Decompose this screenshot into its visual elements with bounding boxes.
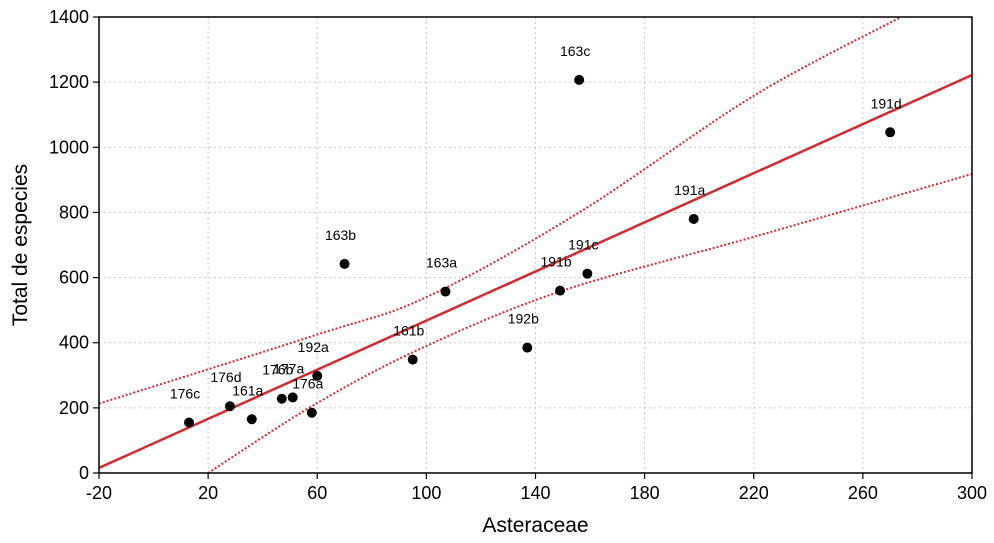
point-label: 191b — [540, 254, 571, 270]
point-marker — [555, 285, 566, 296]
data-point: 177a — [273, 360, 304, 403]
point-marker — [184, 417, 195, 428]
data-point: 163a — [426, 255, 457, 297]
y-axis-title: Total de especies — [9, 164, 32, 326]
point-label: 191c — [568, 237, 598, 253]
point-marker — [276, 393, 287, 404]
point-marker — [339, 258, 350, 269]
data-point: 191c — [568, 237, 599, 279]
data-point: 192a — [298, 339, 329, 381]
regression-line-layer — [99, 73, 972, 470]
point-label: 192b — [508, 311, 539, 327]
confidence-upper-curve — [99, 17, 902, 405]
point-label: 161b — [393, 323, 424, 339]
x-tick-label: -20 — [86, 483, 112, 503]
point-label: 191a — [674, 182, 705, 198]
point-marker — [312, 370, 323, 381]
x-axis-title: Asteraceae — [482, 514, 588, 537]
data-point: 191a — [674, 182, 706, 224]
y-tick-label: 600 — [59, 268, 89, 288]
x-tick-label: 180 — [630, 483, 660, 503]
confidence-band — [99, 17, 972, 473]
point-marker — [306, 407, 317, 418]
x-tick-label: 60 — [307, 483, 327, 503]
point-marker — [246, 414, 257, 425]
point-label: 176b — [262, 362, 293, 378]
data-point: 161a — [232, 382, 264, 425]
point-label: 163c — [560, 43, 590, 59]
regression-line — [99, 73, 972, 470]
point-label: 177a — [273, 360, 304, 376]
data-point: 161b — [393, 323, 425, 365]
y-tick-label: 400 — [59, 333, 89, 353]
point-marker — [885, 127, 896, 138]
point-marker — [522, 342, 533, 353]
x-tick-label: 220 — [739, 483, 769, 503]
confidence-lower-curve — [207, 173, 972, 473]
data-point: 176b — [262, 362, 294, 404]
point-label: 191d — [871, 95, 902, 111]
point-marker — [287, 392, 298, 403]
x-tick-label: 300 — [957, 483, 987, 503]
point-label: 161a — [232, 382, 263, 398]
y-tick-label: 1200 — [49, 72, 89, 92]
point-marker — [224, 401, 235, 412]
data-point: 176c — [170, 386, 200, 428]
point-label: 192a — [298, 339, 329, 355]
data-points: 176c176d161a176b177a176a192a163b161b163a… — [170, 43, 902, 428]
data-point: 163c — [560, 43, 590, 85]
x-tick-label: 100 — [411, 483, 441, 503]
data-point: 191d — [871, 95, 902, 138]
point-marker — [582, 268, 593, 279]
axis-ticks: -20 20 60 100 140 180 220 260 300 0 200 400 600 800 10… — [49, 7, 987, 503]
data-point: 191b — [540, 254, 572, 296]
point-label: 176d — [210, 369, 241, 385]
point-label: 163b — [325, 227, 356, 243]
y-tick-label: 1400 — [49, 7, 89, 27]
point-label: 176c — [170, 386, 200, 402]
data-point: 163b — [325, 227, 356, 269]
data-point: 176d — [210, 369, 242, 412]
y-tick-label: 200 — [59, 398, 89, 418]
point-label: 163a — [426, 255, 457, 271]
point-marker — [688, 213, 699, 224]
point-marker — [440, 286, 451, 297]
y-tick-label: 0 — [79, 463, 89, 483]
x-tick-label: 20 — [198, 483, 218, 503]
y-tick-label: 800 — [59, 202, 89, 222]
data-point: 192b — [508, 311, 539, 353]
grid — [99, 17, 972, 473]
y-tick-label: 1000 — [49, 137, 89, 157]
point-marker — [407, 354, 418, 365]
x-tick-label: 260 — [848, 483, 878, 503]
point-marker — [574, 74, 585, 85]
x-tick-label: 140 — [520, 483, 550, 503]
